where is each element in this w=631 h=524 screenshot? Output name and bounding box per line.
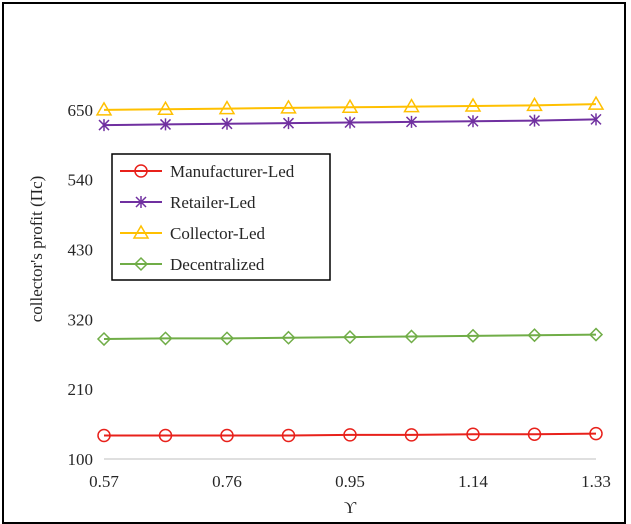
legend: Manufacturer-Led Retailer-Led Collector-Le…	[111, 153, 331, 281]
y-tick-label: 650	[68, 101, 94, 120]
y-tick-label: 100	[68, 450, 94, 469]
data-point-manufacturer-led	[281, 428, 296, 443]
series-layer	[95, 95, 605, 443]
x-tick-label: 0.95	[335, 472, 365, 491]
x-tick-label: 0.57	[89, 472, 119, 491]
data-point-decentralized	[342, 330, 358, 345]
data-point-manufacturer-led	[158, 428, 173, 443]
data-point-retailer-led	[98, 119, 110, 132]
y-tick-label: 210	[68, 380, 94, 399]
y-tick-label: 540	[68, 171, 94, 190]
data-point-collector-led	[464, 97, 482, 112]
x-axis-title: ϒ	[344, 498, 357, 517]
data-point-collector-led	[218, 100, 236, 115]
legend-label-collector-led: Collector-Led	[170, 224, 266, 243]
legend-label-manufacturer-led: Manufacturer-Led	[170, 162, 295, 181]
data-point-decentralized	[96, 331, 112, 347]
data-point-retailer-led	[221, 117, 233, 130]
legend-label-decentralized: Decentralized	[170, 255, 265, 274]
data-point-collector-led	[403, 98, 420, 113]
series-decentralized	[96, 327, 604, 347]
legend-marker-retailer-led	[135, 196, 147, 208]
x-tick-label: 1.14	[458, 472, 488, 491]
data-point-decentralized	[465, 328, 481, 343]
x-tick-label: 1.33	[581, 472, 611, 491]
data-point-collector-led	[95, 101, 113, 116]
series-line-manufacturer-led	[104, 432, 597, 437]
series-collector-led	[95, 95, 605, 116]
data-point-retailer-led	[282, 117, 295, 130]
series-line-collector-led	[103, 103, 597, 111]
data-point-retailer-led	[405, 115, 418, 128]
data-point-collector-led	[587, 95, 605, 110]
legend-marker-decentralized	[133, 256, 149, 272]
data-point-manufacturer-led	[466, 427, 480, 441]
data-point-collector-led	[341, 98, 359, 114]
data-point-decentralized	[219, 331, 235, 346]
data-point-manufacturer-led	[589, 426, 603, 441]
data-point-decentralized	[527, 328, 542, 343]
series-retailer-led	[98, 113, 602, 132]
series-manufacturer-led	[97, 426, 603, 443]
data-point-retailer-led	[159, 118, 172, 131]
legend-marker-manufacturer-led	[134, 164, 148, 178]
y-tick-labels: 100 210 320 430 540 650	[68, 101, 94, 469]
data-point-manufacturer-led	[527, 427, 542, 441]
y-axis-title: collector's profit (Πc)	[27, 176, 46, 323]
data-point-retailer-led	[590, 113, 602, 126]
data-point-manufacturer-led	[97, 428, 111, 443]
data-point-manufacturer-led	[343, 428, 357, 442]
y-tick-label: 320	[68, 310, 94, 329]
data-point-decentralized	[158, 331, 173, 346]
x-tick-label: 0.76	[212, 472, 242, 491]
data-point-decentralized	[281, 330, 296, 345]
data-point-manufacturer-led	[220, 428, 234, 443]
data-point-retailer-led	[344, 116, 356, 129]
data-point-manufacturer-led	[404, 428, 419, 442]
legend-marker-collector-led	[132, 224, 150, 239]
data-point-decentralized	[404, 329, 419, 344]
legend-label-retailer-led: Retailer-Led	[170, 193, 256, 212]
data-point-collector-led	[280, 99, 297, 114]
data-point-collector-led	[157, 100, 174, 115]
series-line-decentralized	[103, 333, 597, 341]
y-tick-label: 430	[68, 241, 94, 260]
data-point-retailer-led	[528, 114, 541, 127]
legend-box	[111, 153, 331, 281]
data-point-decentralized	[588, 327, 604, 342]
data-point-retailer-led	[467, 115, 479, 128]
data-point-collector-led	[526, 96, 543, 112]
x-tick-labels: 0.57 0.76 0.95 1.14 1.33	[89, 472, 611, 491]
